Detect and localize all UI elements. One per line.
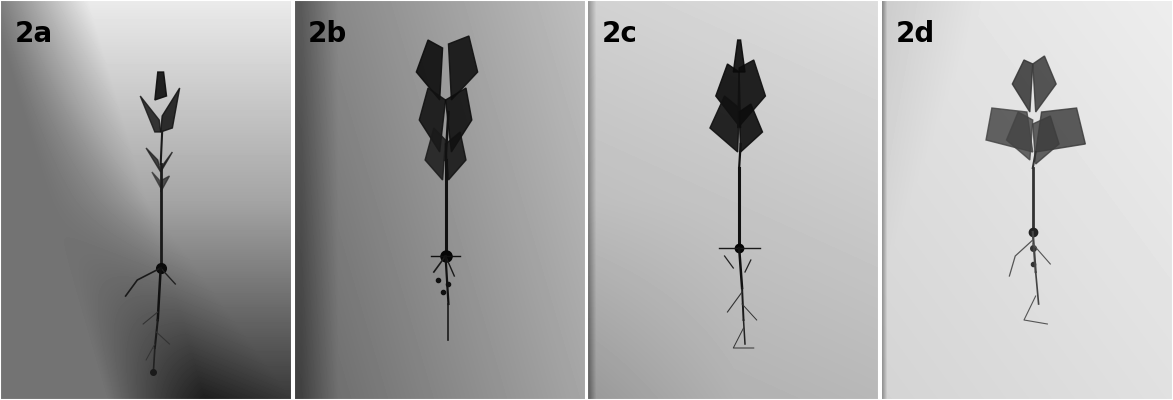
Polygon shape xyxy=(739,104,762,152)
Text: 2d: 2d xyxy=(895,20,935,48)
Polygon shape xyxy=(446,88,472,152)
Polygon shape xyxy=(738,60,766,128)
Text: 2b: 2b xyxy=(308,20,347,48)
Polygon shape xyxy=(733,40,745,72)
Polygon shape xyxy=(1032,56,1056,112)
Polygon shape xyxy=(152,172,161,188)
Polygon shape xyxy=(1006,112,1032,160)
Polygon shape xyxy=(986,108,1032,152)
Polygon shape xyxy=(1032,116,1059,164)
Polygon shape xyxy=(161,176,169,192)
Polygon shape xyxy=(1036,108,1085,152)
Polygon shape xyxy=(716,64,740,128)
Text: 2a: 2a xyxy=(14,20,53,48)
Polygon shape xyxy=(419,88,446,152)
Polygon shape xyxy=(161,88,179,132)
Polygon shape xyxy=(1012,60,1032,112)
Polygon shape xyxy=(161,152,172,172)
Polygon shape xyxy=(710,96,739,152)
Polygon shape xyxy=(425,128,446,180)
Polygon shape xyxy=(141,96,161,132)
Polygon shape xyxy=(416,40,442,100)
Text: 2c: 2c xyxy=(602,20,638,48)
Polygon shape xyxy=(448,36,477,100)
Polygon shape xyxy=(147,148,161,172)
Polygon shape xyxy=(446,132,466,180)
Polygon shape xyxy=(155,72,167,100)
